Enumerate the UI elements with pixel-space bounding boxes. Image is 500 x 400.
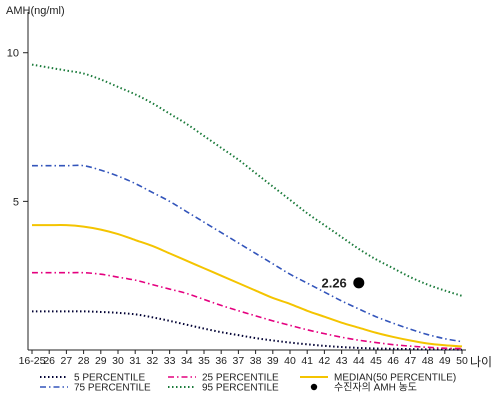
x-tick-label: 31 <box>129 355 141 367</box>
series-line-5-percentile <box>32 310 463 351</box>
x-tick-label: 37 <box>233 355 245 367</box>
x-tick-label: 49 <box>439 355 451 367</box>
x-tick-label: 27 <box>61 355 73 367</box>
x-tick-label: 29 <box>95 355 107 367</box>
x-tick-label: 44 <box>353 355 365 367</box>
x-tick-label: 50 <box>456 355 468 367</box>
patient-amh-point <box>353 277 365 289</box>
x-tick-label: 40 <box>284 355 296 367</box>
x-tick-label: 43 <box>336 355 348 367</box>
y-axis-label: AMH(ng/ml) <box>6 5 65 17</box>
series-line-median-50-percentile <box>31 224 463 348</box>
legend-label: MEDIAN(50 PERCENTILE) <box>334 373 456 384</box>
patient-amh-value-label: 2.26 <box>321 275 346 290</box>
x-tick-label: 34 <box>181 355 193 367</box>
x-axis-label: 나이 <box>470 355 492 369</box>
x-tick-label: 36 <box>215 355 227 367</box>
x-tick-label: 28 <box>78 355 90 367</box>
x-tick-label: 33 <box>164 355 176 367</box>
x-tick-label: 16-25 <box>19 355 46 367</box>
x-tick-label: 45 <box>370 355 382 367</box>
x-tick-label: 30 <box>112 355 124 367</box>
series-line-25-percentile <box>32 271 463 350</box>
x-tick-label: 38 <box>250 355 262 367</box>
x-tick-label: 39 <box>267 355 279 367</box>
legend-label: 95 PERCENTILE <box>202 383 279 394</box>
x-tick-label: 42 <box>319 355 331 367</box>
legend-marker-swatch <box>310 383 318 391</box>
x-tick-label: 32 <box>147 355 159 367</box>
y-tick-label: 5 <box>13 196 19 208</box>
x-tick-label: 41 <box>301 355 313 367</box>
x-tick-label: 26 <box>43 355 55 367</box>
series-line-75-percentile <box>31 164 463 343</box>
legend-label: 25 PERCENTILE <box>202 373 279 384</box>
legend: 5 PERCENTILE 25 PERCENTILE MEDIAN(50 PERCE… <box>40 373 456 394</box>
series-line-95-percentile <box>31 63 463 297</box>
y-tick-label: 10 <box>7 48 19 60</box>
legend-marker-label: 수진자의 AMH 농도 <box>334 382 417 394</box>
x-tick-label: 35 <box>198 355 210 367</box>
patient-marker: 2.26 <box>321 275 365 290</box>
y-axis-ticks: 5 10 <box>7 48 28 208</box>
legend-label: 5 PERCENTILE <box>74 373 145 384</box>
x-tick-label: 48 <box>422 355 434 367</box>
legend-label: 75 PERCENTILE <box>74 383 151 394</box>
series-lines <box>31 63 463 351</box>
x-tick-label: 46 <box>387 355 399 367</box>
x-tick-label: 47 <box>405 355 417 367</box>
